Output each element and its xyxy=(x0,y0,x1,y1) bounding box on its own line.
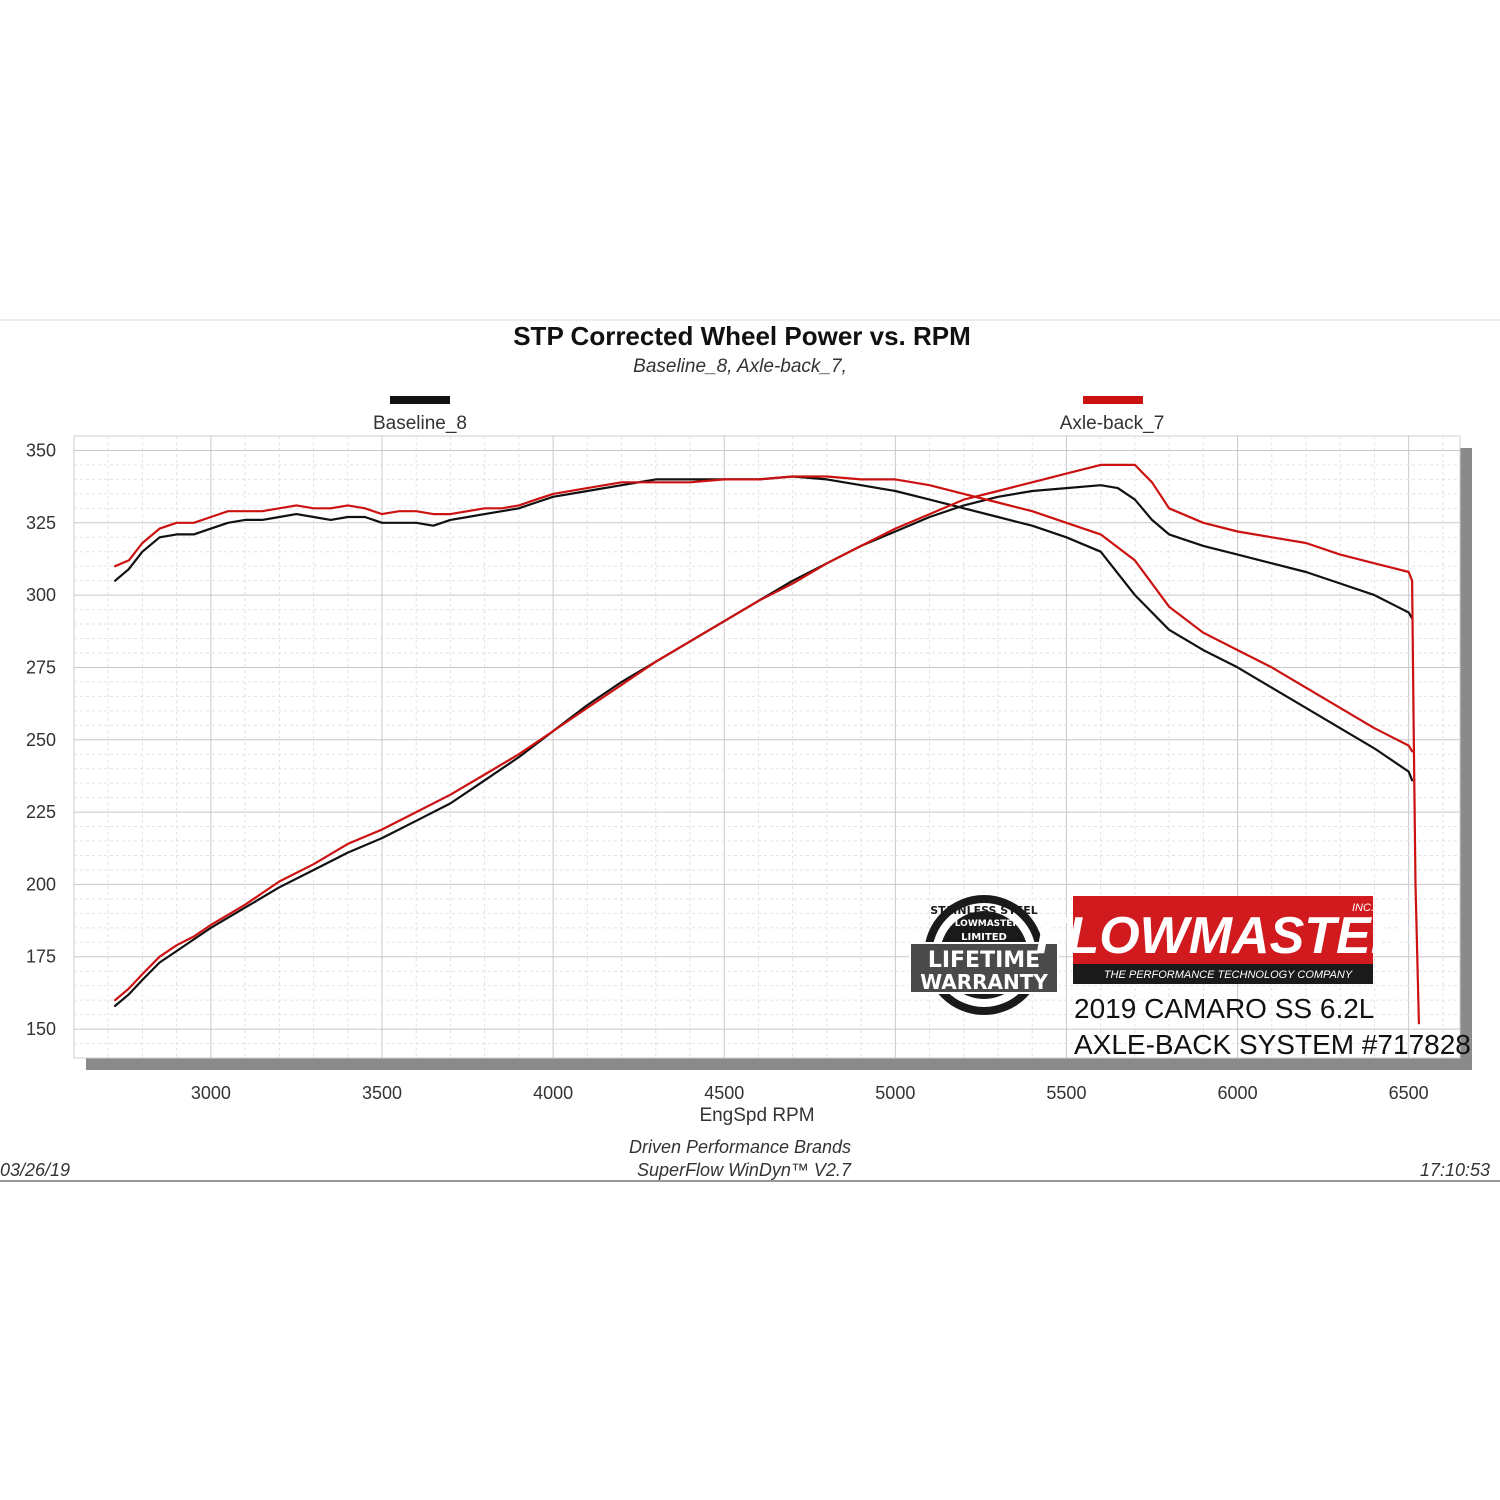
chart-title: STP Corrected Wheel Power vs. RPM xyxy=(513,321,971,351)
axle-back-7-curve-1 xyxy=(113,475,1414,753)
legend: Baseline_8 Axle-back_7 xyxy=(373,396,1164,434)
legend-label-baseline: Baseline_8 xyxy=(373,413,467,434)
flowmaster-logo: FLOWMASTER INC. THE PERFORMANCE TECHNOLO… xyxy=(1036,896,1409,984)
badge-brand: FLOWMASTER xyxy=(949,919,1020,929)
y-tick-label: 275 xyxy=(26,657,56,677)
legend-swatch-baseline xyxy=(390,396,450,404)
y-tick-label: 175 xyxy=(26,947,56,967)
footer-software: SuperFlow WinDyn™ V2.7 xyxy=(637,1160,852,1180)
x-tick-label: 5500 xyxy=(1046,1083,1086,1103)
badge-limited: LIMITED xyxy=(961,932,1007,943)
x-tick-label: 5000 xyxy=(875,1083,915,1103)
footer-company: Driven Performance Brands xyxy=(629,1137,851,1157)
axle-back-7-curve-2 xyxy=(113,463,1421,1025)
footer-time: 17:10:53 xyxy=(1420,1160,1490,1180)
lifetime-warranty-badge: STAINLESS STEEL FLOWMASTER LIMITED LIFET… xyxy=(909,895,1059,1015)
x-tick-label: 4000 xyxy=(533,1083,573,1103)
y-tick-label: 325 xyxy=(26,513,56,533)
baseline-8-curve-1 xyxy=(113,475,1414,782)
y-tick-label: 250 xyxy=(26,730,56,750)
caption-line-1: 2019 CAMARO SS 6.2L xyxy=(1074,993,1374,1024)
brand-name: FLOWMASTER xyxy=(1036,907,1409,965)
x-tick-label: 6000 xyxy=(1218,1083,1258,1103)
caption-line-2: AXLE-BACK SYSTEM #717828 xyxy=(1074,1029,1471,1060)
x-axis-label: EngSpd RPM xyxy=(699,1105,814,1126)
brand-tagline: THE PERFORMANCE TECHNOLOGY COMPANY xyxy=(1104,969,1353,981)
x-tick-label: 3500 xyxy=(362,1083,402,1103)
y-tick-label: 150 xyxy=(26,1019,56,1039)
legend-swatch-axleback xyxy=(1083,396,1143,404)
series-lines xyxy=(113,463,1421,1025)
x-axis-ticks: 3000 3500 4000 4500 5000 5500 6000 6500 xyxy=(191,1083,1429,1103)
y-tick-label: 200 xyxy=(26,874,56,894)
chart-subtitle: Baseline_8, Axle-back_7, xyxy=(633,356,847,377)
badge-ring-text: STAINLESS STEEL xyxy=(930,904,1038,917)
x-tick-label: 3000 xyxy=(191,1083,231,1103)
y-tick-label: 300 xyxy=(26,585,56,605)
legend-label-axleback: Axle-back_7 xyxy=(1060,413,1165,434)
badge-line1: LIFETIME xyxy=(928,948,1040,973)
footer-date: 03/26/19 xyxy=(0,1160,70,1180)
y-tick-label: 350 xyxy=(26,440,56,460)
x-tick-label: 6500 xyxy=(1389,1083,1429,1103)
x-tick-label: 4500 xyxy=(704,1083,744,1103)
y-tick-label: 225 xyxy=(26,802,56,822)
brand-mark: INC. xyxy=(1352,902,1374,914)
y-axis-ticks: 350 325 300 275 250 225 200 175 150 xyxy=(26,440,56,1039)
badge-line2: WARRANTY xyxy=(920,970,1048,994)
grid xyxy=(74,436,1460,1058)
